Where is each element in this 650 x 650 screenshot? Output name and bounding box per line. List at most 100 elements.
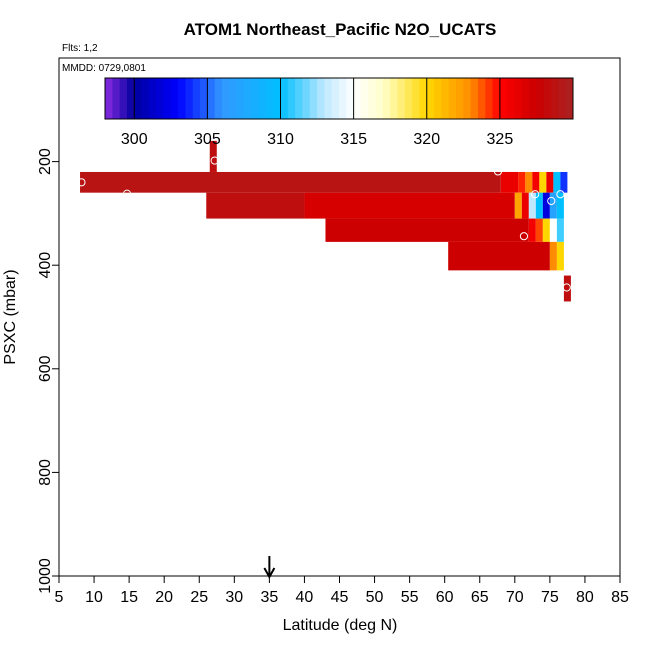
colorbar-swatch xyxy=(514,78,523,119)
colorbar-tick-label: 315 xyxy=(340,131,367,148)
y-tick-label: 800 xyxy=(37,459,54,486)
colorbar-swatch xyxy=(397,78,406,119)
colorbar-swatch xyxy=(119,78,128,119)
colorbar-swatch xyxy=(558,78,567,119)
colorbar-swatch xyxy=(105,78,113,119)
data-point xyxy=(210,156,219,165)
x-tick-label: 60 xyxy=(436,589,454,606)
colorbar-tick-label: 310 xyxy=(267,131,294,148)
colorbar-tick-label: 320 xyxy=(413,131,440,148)
colorbar-swatch xyxy=(280,78,289,119)
x-axis-label: Latitude (deg N) xyxy=(283,617,398,634)
colorbar-tick-label: 325 xyxy=(487,131,514,148)
colorbar-swatch xyxy=(368,78,377,119)
colorbar-swatch xyxy=(404,78,413,119)
colorbar-swatch xyxy=(148,78,157,119)
colorbar-swatch xyxy=(360,78,369,119)
colorbar-swatch xyxy=(141,78,150,119)
heatmap-cell xyxy=(535,192,543,219)
colorbar-swatch xyxy=(302,78,311,119)
heatmap-cell xyxy=(549,192,557,219)
colorbar-swatch xyxy=(463,78,472,119)
y-tick-label: 200 xyxy=(37,148,54,175)
colorbar-swatch xyxy=(207,78,216,119)
data-point xyxy=(122,189,132,198)
heatmap-cells xyxy=(80,140,571,302)
y-tick-label: 1000 xyxy=(37,558,54,594)
heatmap-cell xyxy=(525,171,533,193)
heatmap-cell xyxy=(521,192,529,219)
heatmap-cell xyxy=(549,241,557,271)
chart-title: ATOM1 Northeast_Pacific N2O_UCATS xyxy=(184,20,497,39)
data-point xyxy=(531,190,540,199)
x-tick-label: 65 xyxy=(471,589,489,606)
flights-label: Flts: 1,2 xyxy=(62,43,98,54)
heatmap-cell xyxy=(560,171,568,193)
x-tick-label: 85 xyxy=(611,589,629,606)
colorbar-swatch xyxy=(178,78,186,119)
x-tick-label: 10 xyxy=(85,589,103,606)
heatmap-cell xyxy=(535,218,543,242)
x-tick-label: 25 xyxy=(190,589,208,606)
colorbar-swatch xyxy=(229,78,238,119)
mmdd-label: MMDD: 0729,0801 xyxy=(62,63,146,74)
heatmap-cell xyxy=(556,192,564,219)
colorbar-swatch xyxy=(214,78,223,119)
x-tick-label: 15 xyxy=(120,589,138,606)
heatmap-cell xyxy=(206,192,305,219)
y-tick-label: 400 xyxy=(37,252,54,279)
colorbar-swatch xyxy=(295,78,303,119)
colorbar-swatch xyxy=(331,78,340,119)
colorbar-swatch xyxy=(521,78,530,119)
colorbar-swatch xyxy=(426,78,435,119)
colorbar-swatch xyxy=(258,78,267,119)
heatmap-cell xyxy=(542,192,550,219)
x-tick-label: 55 xyxy=(401,589,419,606)
colorbar-tick-label: 300 xyxy=(121,131,148,148)
x-tick-label: 30 xyxy=(225,589,243,606)
colorbar-swatch xyxy=(309,78,318,119)
colorbar-swatch xyxy=(434,78,442,119)
x-tick-label: 20 xyxy=(155,589,173,606)
colorbar-swatch xyxy=(222,78,230,119)
colorbar: 300 305 310 315 320 325 xyxy=(104,77,574,148)
x-tick-label: 75 xyxy=(541,589,559,606)
data-point xyxy=(556,190,565,199)
colorbar-swatch xyxy=(390,78,398,119)
x-axis: 5 10 15 20 25 30 35 40 45 50 55 60 65 70 75 80 85 xyxy=(55,576,629,606)
colorbar-swatch xyxy=(170,78,179,119)
heatmap-cell xyxy=(325,218,529,242)
heatmap-cell xyxy=(514,192,522,219)
x-tick-label: 45 xyxy=(331,589,349,606)
colorbar-swatch xyxy=(543,78,552,119)
heatmap-cell xyxy=(80,171,501,193)
data-point xyxy=(493,167,503,176)
colorbar-swatch xyxy=(492,78,501,119)
colorbar-swatch xyxy=(156,78,164,119)
colorbar-swatch xyxy=(536,78,545,119)
x-tick-label: 70 xyxy=(506,589,524,606)
data-point xyxy=(77,178,86,187)
heatmap-cell xyxy=(518,171,526,193)
x-tick-label: 80 xyxy=(576,589,594,606)
colorbar-swatch xyxy=(134,78,143,119)
heatmap-cell xyxy=(304,192,515,219)
data-point xyxy=(562,283,571,292)
colorbar-swatch xyxy=(485,78,494,119)
colorbar-swatch xyxy=(412,78,420,119)
data-point xyxy=(519,232,529,241)
sample-points xyxy=(77,156,571,292)
heatmap-cell xyxy=(542,218,550,242)
heatmap-cell xyxy=(539,171,547,193)
colorbar-frame xyxy=(104,77,574,120)
colorbar-swatch xyxy=(200,78,208,119)
colorbar-swatch xyxy=(353,78,362,119)
colorbar-swatch xyxy=(448,78,457,119)
colorbar-swatch xyxy=(112,78,121,119)
colorbar-swatch xyxy=(551,78,559,119)
heatmap-cell xyxy=(448,241,550,271)
colorbar-swatch xyxy=(477,78,486,119)
y-axis: 200 400 600 800 1000 xyxy=(37,148,59,594)
colorbar-swatch xyxy=(236,78,245,119)
colorbar-swatch xyxy=(419,78,428,119)
